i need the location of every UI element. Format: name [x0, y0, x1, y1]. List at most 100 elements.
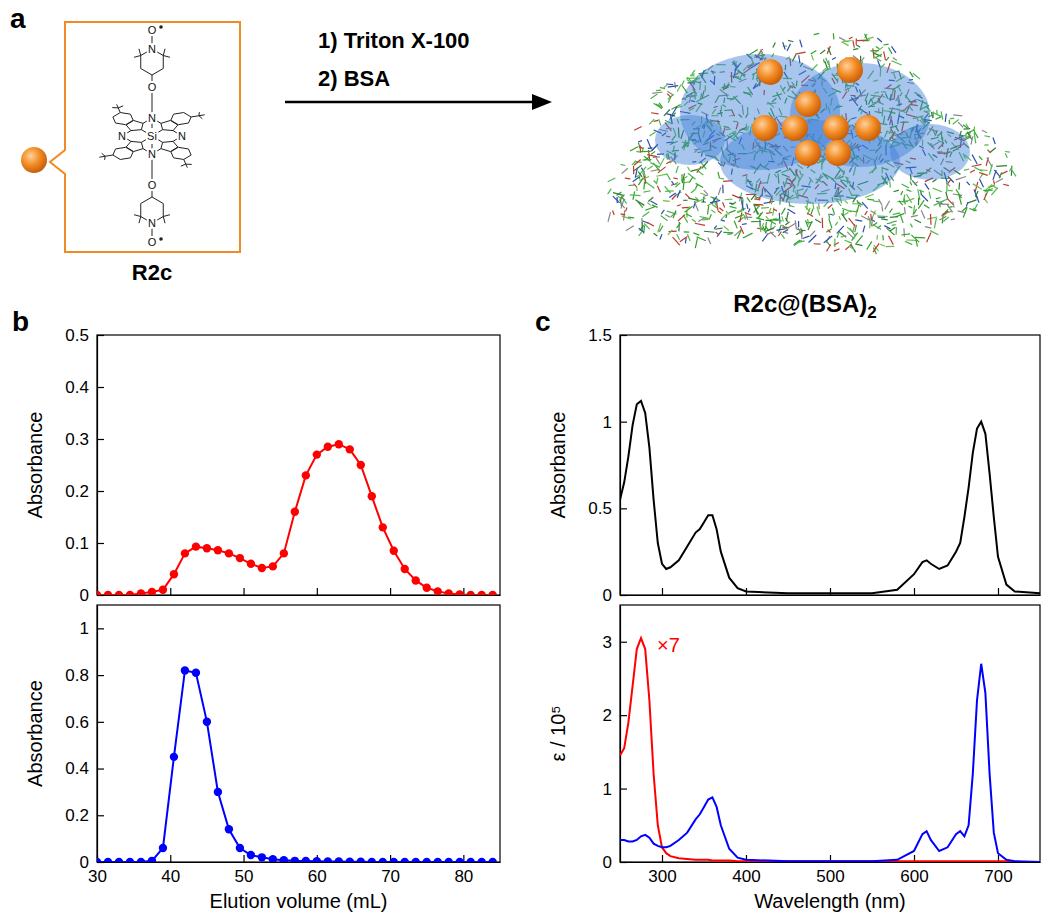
bond [156, 149, 161, 152]
bond [163, 217, 165, 224]
residue-stick [651, 113, 659, 114]
residue-stick [822, 218, 824, 228]
residue-stick [983, 190, 992, 191]
residue-stick [837, 226, 844, 234]
y-axis: 00.10.20.30.40.5 [65, 326, 104, 605]
atom-label: N [178, 130, 186, 142]
residue-stick [643, 170, 645, 177]
tick-label: 0.4 [65, 759, 89, 778]
data-point [346, 858, 354, 862]
residue-stick [782, 216, 784, 221]
tick [998, 588, 999, 595]
residue-stick [686, 214, 692, 217]
residue-stick [884, 226, 890, 229]
bond [141, 139, 146, 142]
residue-stick [873, 200, 879, 202]
residue-stick [647, 222, 654, 226]
residue-stick [696, 168, 701, 170]
figure: aONOONOSiNNNNR2c1) Triton X-1002) BSAR2c… [0, 0, 1056, 919]
bond [163, 204, 164, 217]
residue-stick [621, 204, 624, 208]
residue-stick [638, 141, 642, 142]
tick [914, 588, 915, 595]
residue-stick [985, 199, 988, 203]
residue-stick [953, 119, 959, 124]
residue-stick [773, 219, 778, 220]
residue-stick [634, 126, 642, 130]
residue-stick [956, 189, 962, 198]
tick-label: 1 [603, 780, 612, 799]
residue-stick [918, 200, 924, 209]
residue-stick [644, 156, 650, 161]
residue-stick [640, 146, 642, 152]
residue-stick [958, 183, 960, 190]
residue-stick [936, 198, 941, 199]
residue-stick [841, 236, 846, 238]
residue-stick [723, 232, 733, 234]
radical-dot [159, 25, 163, 29]
tick-label: 70 [381, 867, 400, 886]
residue-stick [964, 128, 971, 130]
data-point [291, 508, 299, 516]
residue-stick [608, 212, 611, 222]
residue-stick [789, 205, 795, 207]
residue-stick [879, 199, 883, 205]
tick-label: 30 [88, 867, 107, 886]
ring [126, 141, 143, 151]
residue-stick [639, 228, 644, 232]
residue-stick [946, 183, 950, 187]
residue-stick [716, 232, 719, 235]
tick: 0 [80, 586, 104, 605]
residue-stick [883, 44, 888, 46]
data-point [412, 858, 420, 862]
residue-stick [695, 185, 697, 189]
residue-stick [798, 227, 803, 236]
residue-stick [820, 50, 825, 54]
reaction-arrow [285, 101, 536, 104]
tick-label: 0.3 [65, 430, 89, 449]
residue-stick [887, 228, 895, 235]
residue-stick [953, 115, 962, 116]
residue-stick [663, 200, 670, 202]
residue-stick [698, 217, 705, 221]
residue-stick [856, 236, 862, 244]
residue-stick [762, 234, 768, 242]
residue-stick [829, 219, 832, 228]
residue-stick [756, 218, 764, 220]
residue-stick [647, 166, 652, 169]
tick: 30 [88, 855, 107, 886]
residue-stick [912, 180, 917, 185]
residue-stick [668, 94, 673, 99]
residue-stick [867, 37, 873, 39]
data-point [335, 857, 343, 862]
bond [152, 69, 163, 76]
residue-stick [778, 232, 781, 236]
data-point [390, 858, 398, 862]
atom-label: O [148, 236, 157, 248]
residue-stick [645, 206, 655, 210]
tick [390, 588, 391, 595]
residue-stick [725, 199, 733, 201]
residue-stick [964, 169, 969, 170]
tick [244, 588, 245, 595]
bond [199, 116, 202, 119]
residue-stick [751, 195, 755, 200]
data-point [126, 858, 134, 862]
bond [156, 121, 161, 124]
residue-stick [925, 227, 931, 228]
residue-stick [845, 201, 848, 204]
bond [134, 56, 141, 58]
residue-stick [720, 178, 724, 180]
molecule-icon [795, 91, 821, 117]
residue-stick [650, 132, 656, 136]
data-point [379, 523, 387, 531]
axis-line [97, 606, 98, 863]
tick: 300 [648, 855, 676, 886]
residue-stick [745, 212, 748, 220]
residue-stick [651, 151, 655, 154]
residue-stick [938, 199, 948, 203]
bond [126, 139, 131, 142]
tick-mark [620, 642, 627, 643]
residue-stick [734, 221, 737, 229]
residue-stick [719, 208, 723, 211]
